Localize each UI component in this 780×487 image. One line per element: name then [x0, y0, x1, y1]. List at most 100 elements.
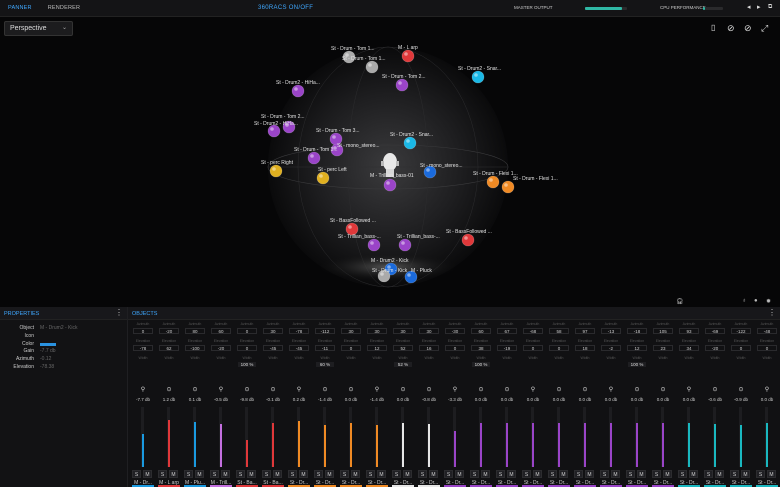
fader-track[interactable] — [245, 407, 248, 467]
elevation-value[interactable]: -45 — [269, 346, 277, 351]
solo-button[interactable]: S — [548, 470, 557, 478]
gain-value[interactable]: 0.0 db — [656, 397, 670, 402]
object-marker[interactable] — [461, 233, 475, 247]
elevation-value[interactable]: 38 — [478, 346, 484, 351]
eye-off-icon[interactable]: ⊘ — [727, 23, 735, 33]
mute-button[interactable]: M — [169, 470, 178, 478]
object-marker[interactable] — [269, 164, 283, 178]
gain-value[interactable]: 0.0 db — [552, 397, 566, 402]
elevation-value[interactable]: 23 — [660, 346, 666, 351]
gain-value[interactable]: 1.2 db — [162, 397, 176, 402]
solo-button[interactable]: S — [626, 470, 635, 478]
tab-renderer[interactable]: RENDERER — [47, 5, 81, 11]
elevation-value[interactable]: 12 — [634, 346, 640, 351]
expand-icon[interactable]: ⤢ — [761, 23, 769, 33]
gain-value[interactable]: 0.0 db — [630, 397, 644, 402]
settings-icon[interactable]: ✹ — [766, 299, 772, 305]
mute-button[interactable]: M — [585, 470, 594, 478]
gain-value[interactable]: 0.0 db — [578, 397, 592, 402]
mute-button[interactable]: M — [715, 470, 724, 478]
fader-level[interactable] — [245, 440, 248, 467]
solo-button[interactable]: S — [522, 470, 531, 478]
solo-button[interactable]: S — [314, 470, 323, 478]
fader-level[interactable] — [453, 431, 456, 467]
knob-icon[interactable]: ⊙ — [504, 387, 510, 393]
mute-button[interactable]: M — [741, 470, 750, 478]
solo-button[interactable]: S — [210, 470, 219, 478]
elevation-value[interactable]: 0 — [453, 346, 457, 351]
azimuth-value[interactable]: 60 — [478, 329, 484, 334]
elevation-value[interactable]: 34 — [686, 346, 692, 351]
gain-value[interactable]: -1.4 db — [317, 397, 332, 402]
perspective-dropdown[interactable]: Perspective ⌄ — [4, 21, 73, 36]
azimuth-value[interactable]: 30 — [400, 329, 406, 334]
mute-button[interactable]: M — [325, 470, 334, 478]
property-value[interactable]: -78.38 — [40, 363, 55, 370]
elevation-value[interactable]: -11 — [321, 346, 329, 351]
object-marker[interactable] — [383, 178, 397, 192]
mute-button[interactable]: M — [533, 470, 542, 478]
gain-value[interactable]: -0.8 db — [421, 397, 436, 402]
elevation-value[interactable]: 0 — [531, 346, 535, 351]
mic-icon[interactable]: ⚲ — [608, 387, 614, 393]
tab-panner[interactable]: PANNER — [8, 5, 32, 11]
knob-icon[interactable]: ⊙ — [712, 387, 718, 393]
knob-icon[interactable]: ⊙ — [192, 387, 198, 393]
3d-viewport[interactable]: Perspective ⌄ ▯ ⊘ ⊘ ⤢ St - Drum - Tom 1.… — [0, 17, 780, 307]
mute-button[interactable]: M — [195, 470, 204, 478]
object-marker[interactable] — [395, 78, 409, 92]
dot-icon[interactable]: ● — [754, 298, 758, 304]
mute-button[interactable]: M — [507, 470, 516, 478]
elevation-value[interactable]: 52 — [400, 346, 406, 351]
prev-icon[interactable]: ◂ — [747, 4, 751, 11]
property-value[interactable]: -0.12 — [40, 356, 52, 363]
azimuth-value[interactable]: 93 — [686, 329, 692, 334]
solo-button[interactable]: S — [132, 470, 141, 478]
fader-level[interactable] — [349, 422, 352, 467]
solo-button[interactable]: S — [340, 470, 349, 478]
solo-button[interactable]: S — [366, 470, 375, 478]
fader-level[interactable] — [271, 422, 274, 467]
mute-button[interactable]: M — [481, 470, 490, 478]
gain-value[interactable]: -9.8 db — [239, 397, 254, 402]
solo-button[interactable]: S — [444, 470, 453, 478]
fader-level[interactable] — [583, 422, 586, 467]
knob-icon[interactable]: ⊙ — [400, 387, 406, 393]
fader-level[interactable] — [193, 422, 196, 467]
solo-button[interactable]: S — [262, 470, 271, 478]
elevation-value[interactable]: 62 — [166, 346, 172, 351]
width-value[interactable]: 60 % — [316, 362, 334, 367]
elevation-value[interactable]: -78 — [139, 346, 147, 351]
fader-level[interactable] — [479, 422, 482, 467]
gain-value[interactable]: 0.2 db — [292, 397, 306, 402]
gain-value[interactable]: 0.0 db — [344, 397, 358, 402]
fader-level[interactable] — [531, 422, 534, 467]
solo-button[interactable]: S — [678, 470, 687, 478]
phone-icon[interactable]: ▯ — [711, 23, 716, 32]
object-marker[interactable] — [365, 60, 379, 74]
mute-button[interactable]: M — [611, 470, 620, 478]
mute-button[interactable]: M — [377, 470, 386, 478]
gain-value[interactable]: -0.5 db — [213, 397, 228, 402]
azimuth-value[interactable]: 58 — [556, 329, 562, 334]
knob-icon[interactable]: ⊙ — [478, 387, 484, 393]
elevation-value[interactable]: 0 — [349, 346, 353, 351]
solo-button[interactable]: S — [392, 470, 401, 478]
mic-icon[interactable]: ⚲ — [218, 387, 224, 393]
azimuth-value[interactable]: -48 — [763, 329, 771, 334]
knob-icon[interactable]: ⊙ — [244, 387, 250, 393]
mute-button[interactable]: M — [455, 470, 464, 478]
solo-button[interactable]: S — [288, 470, 297, 478]
fader-level[interactable] — [167, 420, 170, 467]
mic-icon[interactable]: ⚲ — [374, 387, 380, 393]
mute-button[interactable]: M — [767, 470, 776, 478]
mute-button[interactable]: M — [221, 470, 230, 478]
object-marker[interactable] — [282, 120, 296, 134]
lightbulb-icon[interactable]: ♁ — [742, 298, 747, 304]
more-icon[interactable]: ⋮ — [768, 308, 776, 317]
elevation-value[interactable]: 0 — [739, 346, 743, 351]
knob-icon[interactable]: ⊙ — [270, 387, 276, 393]
gain-value[interactable]: 0.0 db — [396, 397, 410, 402]
object-marker[interactable] — [401, 49, 415, 63]
azimuth-value[interactable]: -122 — [736, 329, 746, 334]
